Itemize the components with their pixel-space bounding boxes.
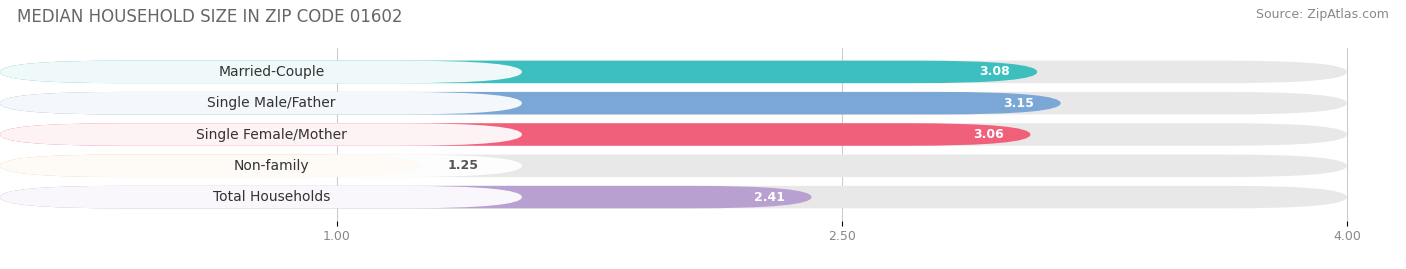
Text: 3.06: 3.06 [973,128,1004,141]
Text: Non-family: Non-family [233,159,309,173]
Text: Single Male/Father: Single Male/Father [207,96,336,110]
Text: 1.25: 1.25 [449,159,479,172]
Text: Total Households: Total Households [212,190,330,204]
Text: Married-Couple: Married-Couple [218,65,325,79]
FancyBboxPatch shape [0,123,1031,146]
FancyBboxPatch shape [0,61,1347,83]
Text: 3.15: 3.15 [1002,97,1033,110]
FancyBboxPatch shape [0,92,1347,115]
Text: Source: ZipAtlas.com: Source: ZipAtlas.com [1256,8,1389,21]
FancyBboxPatch shape [0,186,522,208]
FancyBboxPatch shape [0,92,522,115]
Text: 2.41: 2.41 [754,191,785,204]
FancyBboxPatch shape [0,154,420,177]
FancyBboxPatch shape [0,186,811,208]
FancyBboxPatch shape [0,154,522,177]
Text: MEDIAN HOUSEHOLD SIZE IN ZIP CODE 01602: MEDIAN HOUSEHOLD SIZE IN ZIP CODE 01602 [17,8,402,26]
FancyBboxPatch shape [0,123,522,146]
Text: 3.08: 3.08 [980,65,1011,78]
FancyBboxPatch shape [0,92,1060,115]
FancyBboxPatch shape [0,123,1347,146]
FancyBboxPatch shape [0,61,522,83]
FancyBboxPatch shape [0,154,1347,177]
FancyBboxPatch shape [0,61,1038,83]
FancyBboxPatch shape [0,186,1347,208]
Text: Single Female/Mother: Single Female/Mother [195,128,347,141]
